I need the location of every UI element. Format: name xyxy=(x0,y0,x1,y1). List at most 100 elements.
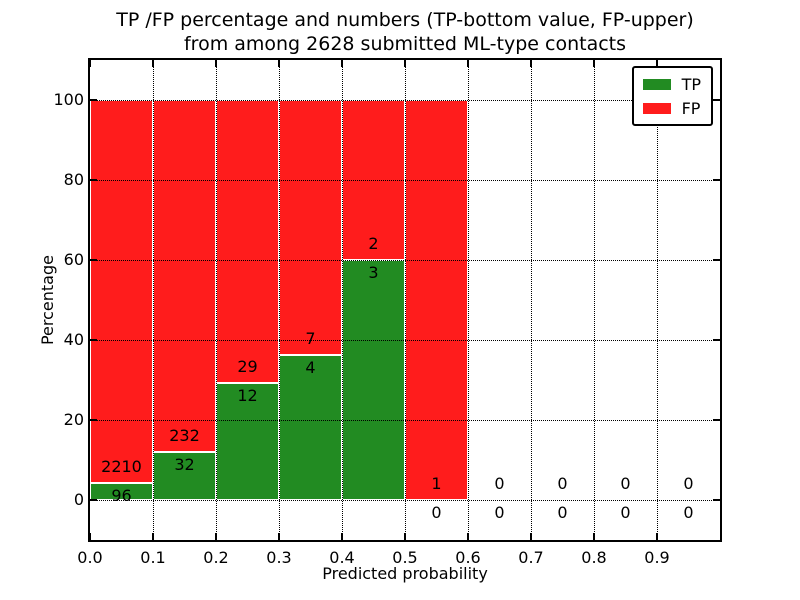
gridline-vertical xyxy=(152,60,154,540)
tp-count-label: 3 xyxy=(368,263,379,282)
bar-tp-segment xyxy=(216,382,279,500)
x-tick-label: 0.3 xyxy=(266,548,292,567)
y-tick-label: 0 xyxy=(73,490,84,509)
plot-area: TP FP 2210 96 232 32 29 12 7 4 2 3 1 0 0 0 0 0 0 0 0 0 xyxy=(88,58,722,542)
y-tick-mark-right xyxy=(713,339,720,341)
x-tick-mark-top xyxy=(341,60,343,67)
x-tick-label: 0.2 xyxy=(203,548,229,567)
gridline-vertical xyxy=(215,60,217,540)
x-tick-mark-top xyxy=(593,60,595,67)
fp-count-label: 2210 xyxy=(101,457,142,477)
x-tick-mark-top xyxy=(152,60,154,67)
legend-item: FP xyxy=(642,96,701,120)
tp-count-label: 0 xyxy=(431,503,442,522)
x-tick-mark xyxy=(152,533,154,540)
x-tick-mark xyxy=(215,533,217,540)
bar-fp-segment xyxy=(405,100,468,500)
gridline-horizontal xyxy=(90,339,720,341)
bar-tp-segment xyxy=(153,451,216,500)
x-tick-mark-top xyxy=(215,60,217,67)
legend-swatch-tp xyxy=(642,78,671,90)
bar-fp-segment xyxy=(279,100,342,355)
x-tick-mark xyxy=(593,533,595,540)
x-tick-mark-top xyxy=(89,60,91,67)
tp-count-label: 96 xyxy=(111,486,132,506)
gridline-horizontal xyxy=(90,259,720,261)
y-axis-label: Percentage xyxy=(38,255,57,346)
gridline-vertical xyxy=(530,60,532,540)
chart-title: TP /FP percentage and numbers (TP-bottom… xyxy=(90,8,720,56)
x-tick-mark xyxy=(467,533,469,540)
x-tick-label: 0.7 xyxy=(518,548,544,567)
legend-swatch-fp xyxy=(642,102,671,114)
y-tick-mark xyxy=(90,179,97,181)
tp-count-label: 32 xyxy=(174,454,195,474)
chart-title-line1: TP /FP percentage and numbers (TP-bottom… xyxy=(116,9,694,31)
gridline-horizontal xyxy=(90,419,720,421)
y-tick-label: 100 xyxy=(53,90,84,109)
tp-count-label: 0 xyxy=(557,503,568,522)
x-tick-mark-top xyxy=(530,60,532,67)
x-tick-label: 0.0 xyxy=(77,548,103,567)
y-tick-label: 40 xyxy=(63,330,84,349)
x-tick-mark xyxy=(530,533,532,540)
x-axis-label: Predicted probability xyxy=(322,564,488,583)
tp-count-label: 0 xyxy=(494,503,505,522)
y-tick-mark-right xyxy=(713,179,720,181)
y-tick-label: 60 xyxy=(63,250,84,269)
fp-count-label: 7 xyxy=(305,328,316,348)
x-tick-label: 0.6 xyxy=(455,548,481,567)
fp-count-label: 0 xyxy=(683,474,694,493)
y-tick-label: 80 xyxy=(63,170,84,189)
y-tick-mark xyxy=(90,99,97,101)
y-tick-mark-right xyxy=(713,499,720,501)
x-tick-mark xyxy=(404,533,406,540)
chart-title-line2: from among 2628 submitted ML-type contac… xyxy=(183,33,627,55)
gridline-vertical xyxy=(278,60,280,540)
y-tick-label: 20 xyxy=(63,410,84,429)
y-tick-mark-right xyxy=(713,259,720,261)
fp-count-label: 0 xyxy=(494,474,505,493)
tp-count-label: 12 xyxy=(237,385,258,405)
fp-count-label: 29 xyxy=(237,356,258,376)
fp-count-label: 232 xyxy=(169,425,200,445)
x-tick-mark-top xyxy=(404,60,406,67)
fp-count-label: 0 xyxy=(620,474,631,493)
tp-count-label: 4 xyxy=(305,357,316,377)
x-tick-mark xyxy=(656,533,658,540)
tp-count-label: 0 xyxy=(683,503,694,522)
x-tick-mark xyxy=(89,533,91,540)
legend-label: TP xyxy=(681,74,701,94)
bar-tp-segment xyxy=(342,260,405,500)
x-tick-mark-top xyxy=(656,60,658,67)
x-tick-label: 0.5 xyxy=(392,548,418,567)
gridline-vertical xyxy=(404,60,406,540)
legend-item: TP xyxy=(642,72,701,96)
y-tick-mark-right xyxy=(713,419,720,421)
gridline-horizontal xyxy=(90,499,720,501)
gridline-vertical xyxy=(341,60,343,540)
x-tick-label: 0.9 xyxy=(644,548,670,567)
fp-count-label: 0 xyxy=(557,474,568,493)
legend-label: FP xyxy=(681,98,701,118)
y-tick-mark xyxy=(90,339,97,341)
x-tick-mark-top xyxy=(467,60,469,67)
tp-count-label: 0 xyxy=(620,503,631,522)
fp-count-label: 2 xyxy=(368,234,379,253)
x-tick-label: 0.1 xyxy=(140,548,166,567)
x-tick-mark xyxy=(278,533,280,540)
gridline-vertical xyxy=(656,60,658,540)
y-tick-mark xyxy=(90,419,97,421)
y-tick-mark xyxy=(90,259,97,261)
fp-count-label: 1 xyxy=(431,474,442,493)
y-tick-mark xyxy=(90,499,97,501)
gridline-vertical xyxy=(593,60,595,540)
x-tick-mark xyxy=(341,533,343,540)
gridline-horizontal xyxy=(90,99,720,101)
bar-tp-segment xyxy=(279,354,342,500)
legend: TP FP xyxy=(631,66,713,126)
y-tick-mark-right xyxy=(713,99,720,101)
gridline-horizontal xyxy=(90,179,720,181)
x-tick-label: 0.8 xyxy=(581,548,607,567)
